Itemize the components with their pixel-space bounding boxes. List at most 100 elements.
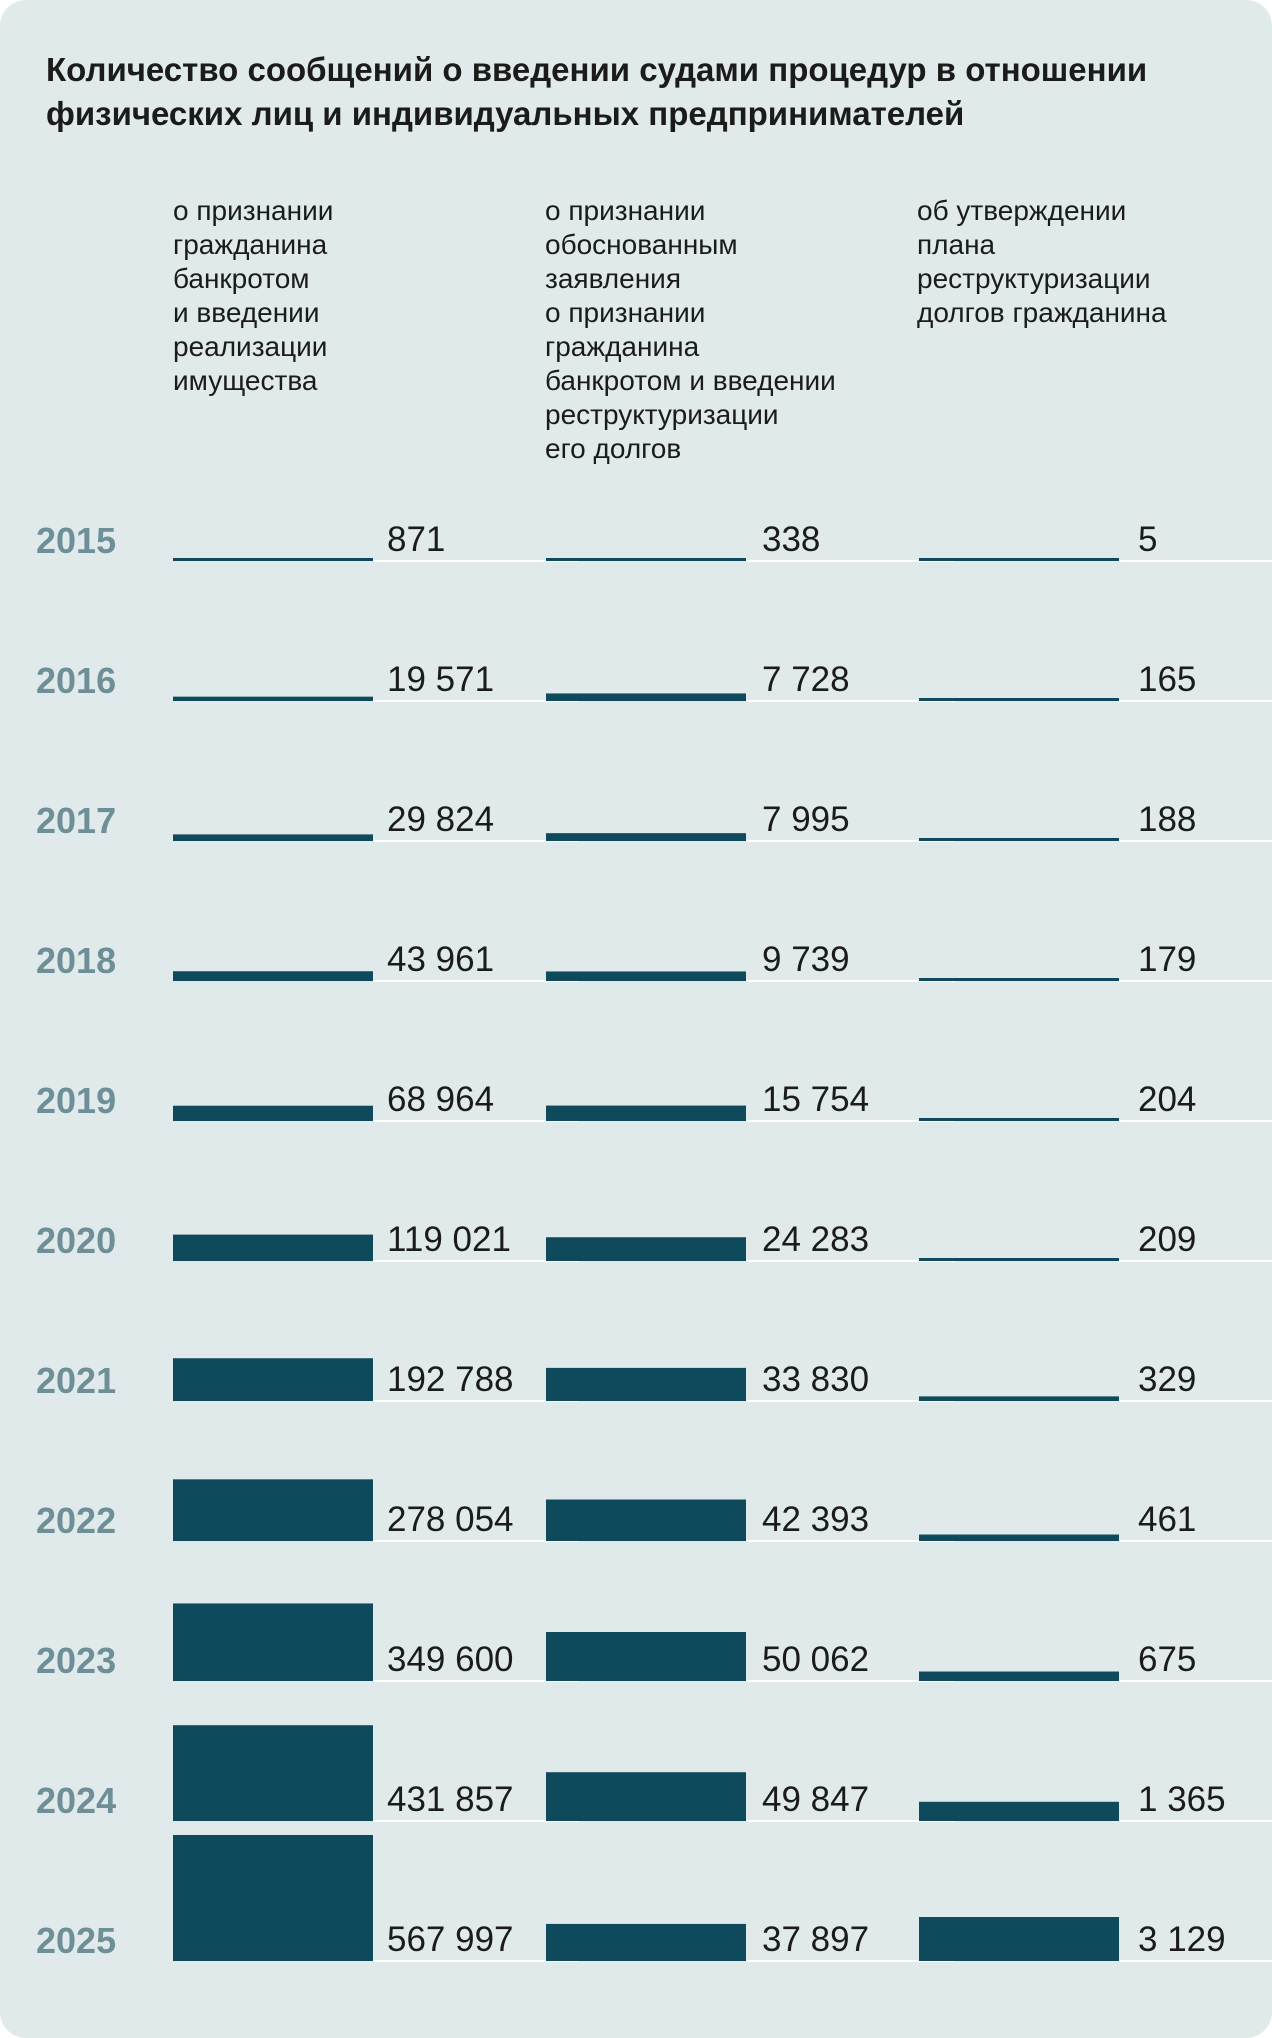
value-label-s1-2023: 349 600 [387, 1640, 514, 1679]
baseline-s1-2021 [373, 1400, 579, 1402]
value-label-s2-2018: 9 739 [762, 940, 850, 979]
value-label-s3-2019: 204 [1138, 1080, 1196, 1119]
baseline-s3-2017 [1119, 840, 1272, 842]
chart-title: Количество сообщений о введении судами п… [46, 51, 1148, 132]
baseline-s2-2023 [746, 1680, 955, 1682]
baseline-s1-2018 [373, 980, 579, 982]
baseline-s1-2020 [373, 1260, 579, 1262]
year-label-2025: 2025 [36, 1920, 116, 1961]
bar-s2-2025 [546, 1923, 746, 1961]
bar-s3-2015 [919, 558, 1119, 561]
value-label-s2-2015: 338 [762, 520, 820, 559]
year-label-2015: 2015 [36, 520, 116, 561]
column-header-realization: о признании гражданина банкротом и введе… [173, 195, 334, 396]
baseline-s3-2016 [1119, 700, 1272, 702]
baseline-s2-2021 [746, 1400, 955, 1402]
value-label-s3-2022: 461 [1138, 1500, 1196, 1539]
value-label-s1-2022: 278 054 [387, 1500, 514, 1539]
value-label-s1-2015: 871 [387, 520, 445, 559]
value-label-s1-2021: 192 788 [387, 1360, 514, 1399]
baseline-s1-2023 [373, 1680, 579, 1682]
baseline-s3-2023 [1119, 1680, 1272, 1682]
bar-s2-2016 [546, 693, 746, 701]
value-label-s2-2021: 33 830 [762, 1360, 869, 1399]
value-label-s3-2020: 209 [1138, 1220, 1196, 1259]
value-label-s1-2025: 567 997 [387, 1920, 514, 1959]
baseline-s1-2019 [373, 1120, 579, 1122]
bar-s3-2025 [919, 1917, 1119, 1961]
bar-s3-2024 [919, 1801, 1119, 1821]
value-label-s3-2025: 3 129 [1138, 1920, 1226, 1959]
bar-s2-2018 [546, 971, 746, 981]
year-label-2018: 2018 [36, 940, 116, 981]
bar-s2-2019 [546, 1105, 746, 1121]
value-label-s3-2021: 329 [1138, 1360, 1196, 1399]
value-label-s2-2016: 7 728 [762, 660, 850, 699]
year-label-2023: 2023 [36, 1640, 116, 1681]
baseline-s2-2018 [746, 980, 955, 982]
year-label-2016: 2016 [36, 660, 116, 701]
column-header-restructuring-plan: об утверждении плана реструктуризации до… [917, 195, 1167, 328]
bar-s3-2018 [919, 978, 1119, 981]
baseline-s3-2018 [1119, 980, 1272, 982]
bar-s1-2017 [173, 834, 373, 841]
baseline-s2-2017 [746, 840, 955, 842]
value-label-s1-2017: 29 824 [387, 800, 494, 839]
bar-s3-2022 [919, 1534, 1119, 1541]
value-label-s3-2023: 675 [1138, 1640, 1196, 1679]
baseline-s3-2022 [1119, 1540, 1272, 1542]
baseline-s2-2019 [746, 1120, 955, 1122]
bar-s1-2021 [173, 1358, 373, 1401]
baseline-s1-2016 [373, 700, 579, 702]
bar-s1-2022 [173, 1479, 373, 1541]
value-label-s2-2017: 7 995 [762, 800, 850, 839]
value-label-s1-2016: 19 571 [387, 660, 494, 699]
baseline-s1-2025 [373, 1960, 579, 1962]
bar-s3-2021 [919, 1396, 1119, 1401]
value-label-s3-2024: 1 365 [1138, 1780, 1226, 1819]
value-label-s2-2025: 37 897 [762, 1920, 869, 1959]
baseline-s2-2022 [746, 1540, 955, 1542]
baseline-s3-2019 [1119, 1120, 1272, 1122]
baseline-s2-2020 [746, 1260, 955, 1262]
bar-s3-2019 [919, 1118, 1119, 1121]
baseline-s2-2025 [746, 1960, 955, 1962]
bar-s2-2017 [546, 833, 746, 841]
bar-s1-2023 [173, 1603, 373, 1681]
baseline-s3-2015 [1119, 560, 1272, 562]
bar-s1-2020 [173, 1234, 373, 1261]
baseline-s2-2016 [746, 700, 955, 702]
bar-s2-2024 [546, 1772, 746, 1821]
bar-s3-2023 [919, 1671, 1119, 1681]
bar-s3-2016 [919, 698, 1119, 701]
value-label-s2-2024: 49 847 [762, 1780, 869, 1819]
bar-s1-2019 [173, 1105, 373, 1121]
baseline-s2-2015 [746, 560, 955, 562]
baseline-s3-2025 [1119, 1960, 1272, 1962]
baseline-s3-2020 [1119, 1260, 1272, 1262]
bar-s2-2020 [546, 1237, 746, 1261]
bar-s2-2021 [546, 1367, 746, 1401]
value-label-s2-2023: 50 062 [762, 1640, 869, 1679]
value-label-s3-2016: 165 [1138, 660, 1196, 699]
bar-s2-2022 [546, 1499, 746, 1541]
value-label-s3-2017: 188 [1138, 800, 1196, 839]
year-label-2021: 2021 [36, 1360, 116, 1401]
baseline-s1-2024 [373, 1820, 579, 1822]
baseline-s2-2024 [746, 1820, 955, 1822]
value-label-s1-2018: 43 961 [387, 940, 494, 979]
year-label-2020: 2020 [36, 1220, 116, 1261]
bar-s3-2017 [919, 838, 1119, 841]
year-label-2024: 2024 [36, 1780, 116, 1821]
bar-s1-2015 [173, 558, 373, 561]
value-label-s2-2020: 24 283 [762, 1220, 869, 1259]
baseline-s1-2015 [373, 560, 579, 562]
value-label-s1-2020: 119 021 [387, 1220, 511, 1259]
bar-s2-2023 [546, 1632, 746, 1681]
value-label-s3-2018: 179 [1138, 940, 1196, 979]
bar-s1-2018 [173, 971, 373, 981]
year-label-2017: 2017 [36, 800, 116, 841]
baseline-s3-2021 [1119, 1400, 1272, 1402]
